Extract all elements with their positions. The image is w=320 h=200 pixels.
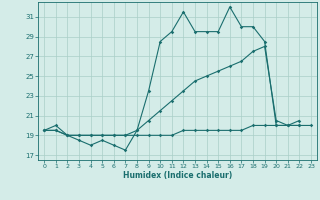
- X-axis label: Humidex (Indice chaleur): Humidex (Indice chaleur): [123, 171, 232, 180]
